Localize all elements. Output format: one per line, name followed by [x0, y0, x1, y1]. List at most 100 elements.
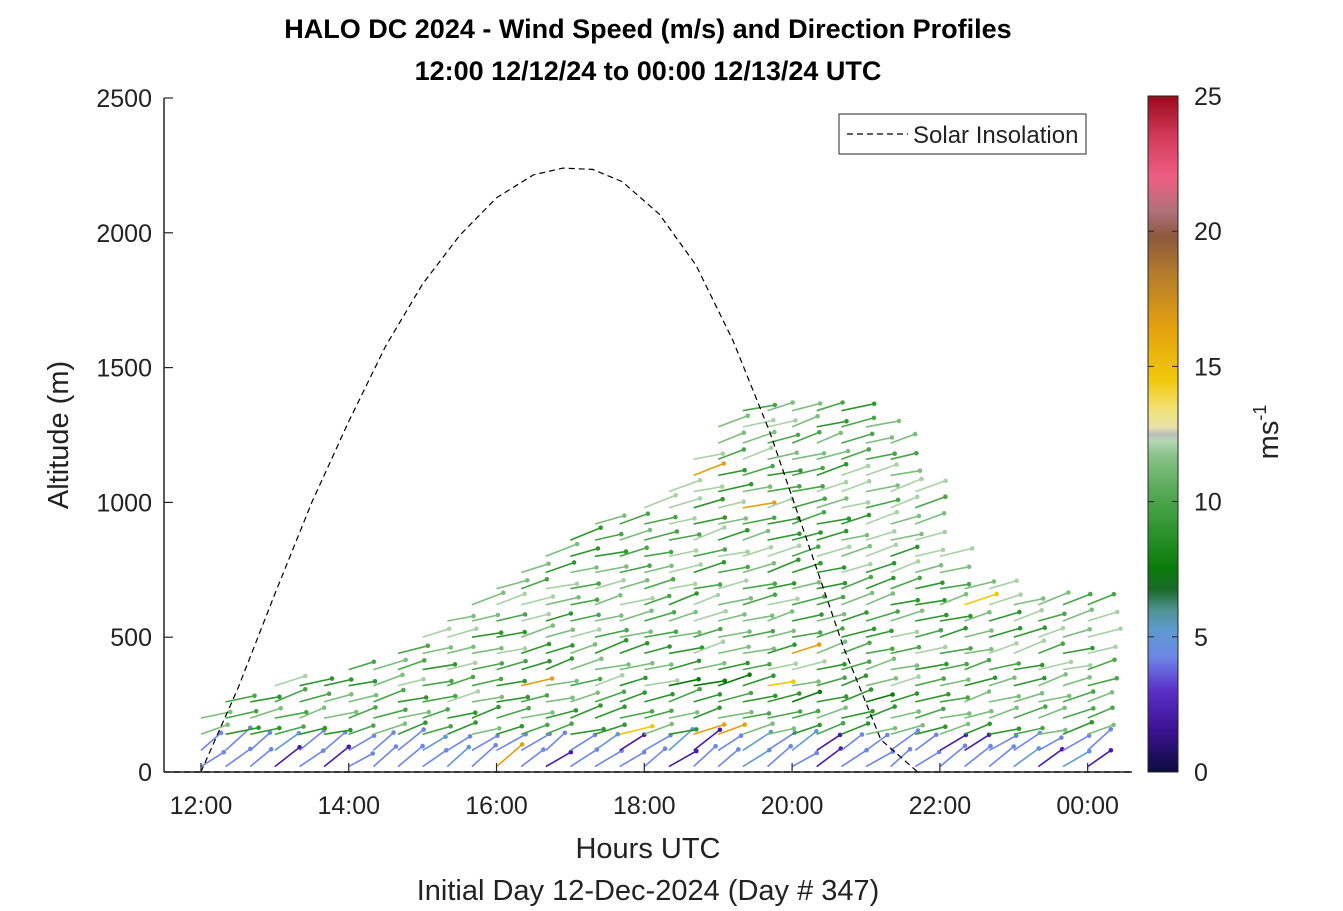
wind-vector-head — [869, 590, 875, 596]
wind-vector — [914, 512, 945, 525]
wind-vector — [742, 663, 770, 671]
wind-vector — [890, 515, 920, 525]
wind-vector-head — [867, 640, 872, 646]
wind-vector — [718, 662, 748, 671]
wind-vector — [767, 532, 800, 541]
wind-vector — [668, 728, 697, 736]
wind-vector-head — [988, 743, 993, 749]
wind-vector — [915, 677, 944, 687]
wind-vector — [791, 467, 823, 477]
wind-vector — [988, 734, 1017, 752]
wind-vector — [767, 419, 796, 428]
wind-vector-head — [767, 484, 773, 490]
wind-vector — [865, 562, 895, 574]
wind-vector-head — [696, 658, 702, 664]
wind-vector — [939, 615, 971, 622]
wind-vector-head — [1087, 675, 1092, 680]
wind-vector-head — [795, 432, 801, 438]
wind-vector-head — [817, 722, 822, 728]
wind-vector-head — [1109, 690, 1115, 695]
wind-vector — [791, 691, 821, 703]
wind-vector-head — [277, 694, 282, 700]
wind-vector-head — [919, 531, 924, 537]
colorbar-gradient — [1147, 95, 1179, 773]
wind-vector — [915, 599, 945, 606]
wind-vector — [841, 465, 869, 477]
wind-vector-head — [771, 515, 777, 521]
wind-vector — [298, 729, 325, 752]
wind-vector — [693, 526, 725, 541]
wind-vector-head — [720, 639, 726, 644]
wind-vector — [397, 645, 428, 655]
wind-vector — [545, 543, 578, 558]
wind-vector-head — [526, 705, 531, 711]
wind-vector-head — [797, 691, 802, 696]
wind-vector — [816, 432, 842, 444]
wind-vector-head — [644, 545, 649, 550]
wind-vector — [1087, 611, 1118, 622]
wind-vector — [1087, 646, 1116, 655]
wind-vector — [644, 551, 672, 558]
wind-vector-head — [598, 525, 603, 530]
wind-vector — [1038, 729, 1066, 736]
wind-vector — [619, 546, 647, 558]
wind-vector — [816, 747, 842, 768]
wind-vector-head — [871, 415, 877, 421]
wind-vector-head — [475, 689, 481, 694]
wind-vector-head — [745, 549, 750, 555]
wind-vector — [619, 642, 648, 655]
wind-vector-head — [892, 529, 897, 534]
wind-vector — [890, 577, 920, 590]
wind-vector-head — [644, 578, 650, 583]
wind-vector — [644, 645, 670, 655]
x-tick-label: 00:00 — [1056, 792, 1119, 820]
wind-vector-head — [1039, 607, 1044, 613]
wind-vector-head — [890, 591, 896, 596]
wind-vector — [1087, 728, 1112, 751]
wind-vector-head — [795, 596, 800, 602]
wind-vector — [964, 690, 990, 703]
wind-vector — [1013, 609, 1042, 622]
wind-vector — [570, 678, 601, 687]
wind-vector — [816, 450, 849, 461]
wind-vector-head — [845, 448, 851, 454]
wind-vector — [1013, 677, 1045, 687]
wind-vector-head — [544, 693, 550, 698]
wind-vector-head — [662, 746, 668, 751]
wind-vector-head — [893, 676, 899, 681]
wind-vector — [1062, 593, 1091, 606]
wind-vector-head — [747, 629, 752, 634]
wind-vector-head — [669, 721, 674, 727]
wind-vector — [619, 751, 645, 768]
wind-vector-head — [373, 692, 379, 698]
wind-vector-head — [741, 430, 747, 436]
wind-vector — [422, 680, 452, 687]
wind-vector — [890, 496, 918, 509]
wind-vector-head — [1108, 727, 1114, 732]
wind-vector — [742, 674, 774, 687]
wind-vector — [348, 735, 375, 752]
wind-vector — [767, 680, 794, 687]
wind-vector-head — [965, 721, 971, 727]
wind-vector — [520, 643, 550, 655]
wind-vector — [521, 694, 548, 703]
wind-vector-head — [820, 465, 825, 471]
wind-vector-head — [650, 596, 655, 601]
wind-vector — [717, 673, 750, 687]
wind-vector-head — [891, 656, 897, 662]
wind-vector-head — [541, 747, 546, 752]
wind-vector-head — [772, 429, 777, 435]
wind-vector — [742, 404, 775, 412]
wind-vector-head — [912, 431, 918, 437]
wind-vector-head — [942, 529, 947, 535]
wind-vector — [668, 497, 701, 509]
wind-vector — [816, 613, 845, 622]
wind-vector-head — [400, 672, 405, 678]
wind-vector-head — [771, 646, 777, 651]
wind-vector — [718, 646, 749, 655]
wind-vector — [668, 750, 697, 768]
wind-vector — [299, 727, 325, 736]
wind-vector-head — [402, 721, 408, 727]
wind-vector-head — [425, 643, 431, 649]
wind-vector-head — [817, 401, 823, 406]
